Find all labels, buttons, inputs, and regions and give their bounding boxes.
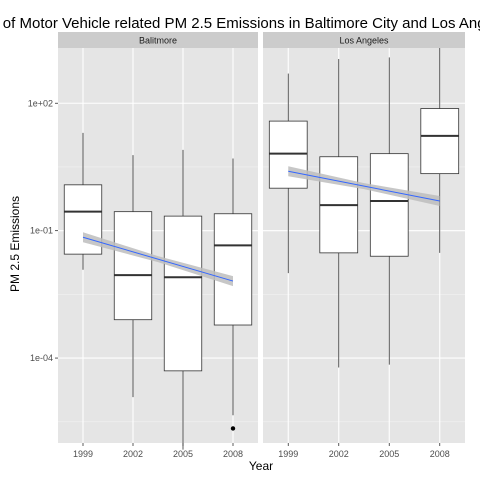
trend-line bbox=[82, 236, 234, 282]
facet-strip bbox=[58, 32, 258, 48]
x-tick-label: 2005 bbox=[173, 449, 193, 459]
y-tick-label: 1e+02 bbox=[28, 98, 53, 108]
box-iqr bbox=[163, 215, 203, 372]
box-2008 bbox=[213, 158, 253, 431]
chart-title: Total of Motor Vehicle related PM 2.5 Em… bbox=[0, 15, 480, 32]
facet-panel-1: Los Angeles 1999 2002 2005 2008 bbox=[263, 32, 465, 459]
box-2002 bbox=[113, 155, 153, 398]
box-iqr bbox=[213, 213, 253, 326]
panel-background bbox=[263, 48, 465, 443]
box-iqr bbox=[420, 108, 460, 175]
box-2005 bbox=[163, 149, 203, 450]
box-iqr bbox=[113, 211, 153, 321]
x-tick-label: 2005 bbox=[379, 449, 399, 459]
facet-strip bbox=[263, 32, 465, 48]
box-2005 bbox=[369, 57, 409, 365]
x-tick-label: 1999 bbox=[278, 449, 298, 459]
x-tick-label: 2002 bbox=[329, 449, 349, 459]
x-tick-label: 2002 bbox=[123, 449, 143, 459]
outlier-point bbox=[230, 426, 236, 431]
box-iqr bbox=[369, 153, 409, 257]
x-tick-label: 2008 bbox=[223, 449, 243, 459]
y-tick-label: 1e-01 bbox=[30, 226, 53, 236]
y-axis-title: PM 2.5 Emissions bbox=[8, 196, 22, 292]
facet-strip-label: Balitmore bbox=[139, 36, 177, 46]
box-2008 bbox=[420, 48, 460, 253]
x-tick-label: 1999 bbox=[73, 449, 93, 459]
trend-line bbox=[288, 170, 440, 202]
x-axis-title: Year bbox=[249, 459, 273, 473]
facet-strip-label: Los Angeles bbox=[339, 36, 389, 46]
box-2002 bbox=[319, 59, 359, 368]
x-tick-label: 2008 bbox=[430, 449, 450, 459]
facet-panel-0: Balitmore 1999 2002 2005 2008 bbox=[58, 32, 258, 459]
y-tick-label: 1e-04 bbox=[30, 353, 53, 363]
